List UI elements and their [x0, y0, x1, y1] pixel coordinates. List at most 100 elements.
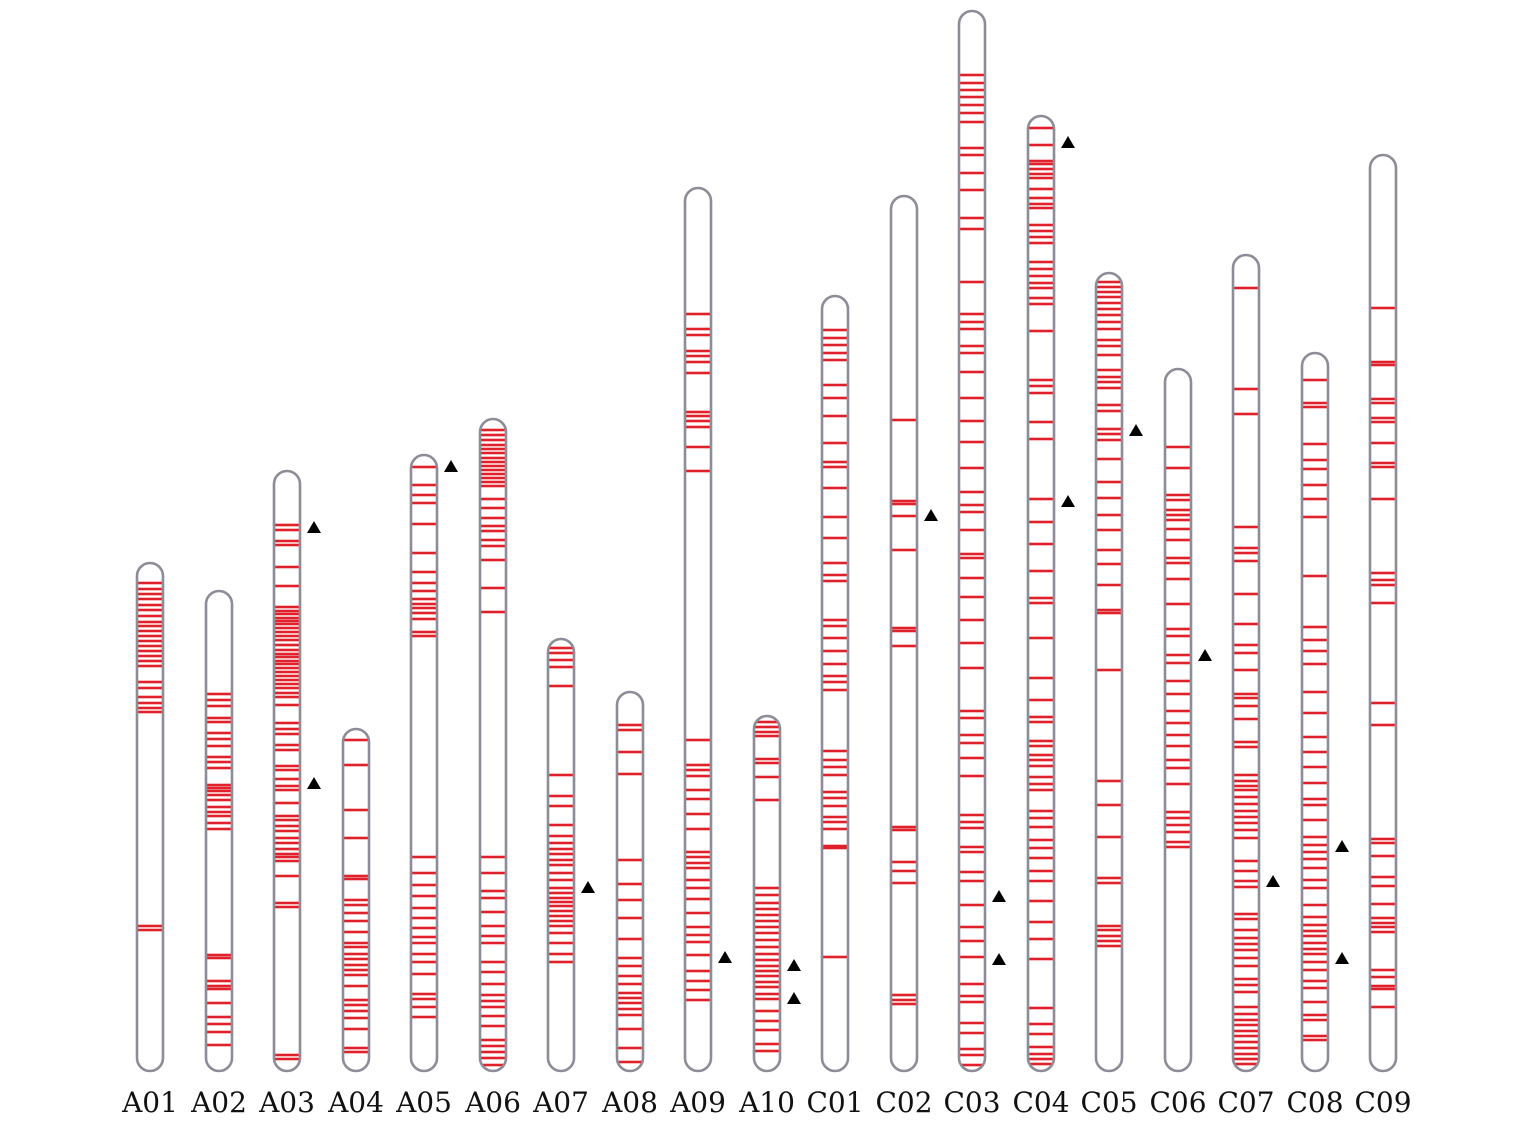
- band: [1028, 569, 1054, 573]
- band: [1096, 457, 1122, 461]
- band: [754, 907, 780, 911]
- band: [754, 720, 780, 724]
- band: [1302, 968, 1328, 972]
- chromosome-a03: A03: [258, 469, 321, 1119]
- band: [959, 503, 985, 507]
- band: [411, 483, 437, 487]
- band: [822, 649, 848, 653]
- band: [1165, 653, 1191, 657]
- band: [685, 763, 711, 767]
- band: [548, 834, 574, 838]
- band: [754, 997, 780, 1001]
- band: [411, 551, 437, 555]
- band: [274, 777, 300, 781]
- band: [1370, 497, 1396, 501]
- band: [891, 869, 917, 873]
- chromosome-label: A05: [395, 1086, 452, 1119]
- band: [1302, 866, 1328, 870]
- band: [754, 1028, 780, 1032]
- band: [1028, 196, 1054, 200]
- band: [1302, 903, 1328, 907]
- band: [1028, 1045, 1054, 1049]
- band: [274, 539, 300, 543]
- band: [274, 686, 300, 690]
- band: [1028, 260, 1054, 264]
- band: [274, 859, 300, 863]
- band: [548, 896, 574, 900]
- band: [548, 900, 574, 904]
- band: [548, 651, 574, 655]
- band: [548, 852, 574, 856]
- band: [959, 510, 985, 514]
- band: [1096, 496, 1122, 500]
- band: [1028, 159, 1054, 163]
- band: [959, 466, 985, 470]
- band: [1233, 784, 1259, 788]
- band: [1028, 739, 1054, 743]
- band: [891, 629, 917, 633]
- band-group: [754, 720, 780, 1053]
- band: [411, 522, 437, 526]
- band: [1370, 461, 1396, 465]
- band: [1028, 1057, 1054, 1061]
- band: [959, 552, 985, 556]
- band: [822, 336, 848, 340]
- band: [959, 344, 985, 348]
- band: [959, 850, 985, 854]
- band: [1370, 401, 1396, 405]
- band: [959, 820, 985, 824]
- chromosome-label: C01: [806, 1086, 863, 1119]
- band: [1233, 1029, 1259, 1033]
- band: [206, 760, 232, 764]
- band: [548, 684, 574, 688]
- band: [822, 536, 848, 540]
- band: [1302, 818, 1328, 822]
- band: [137, 701, 163, 705]
- band: [891, 548, 917, 552]
- chromosome-outline: [135, 561, 165, 1073]
- band: [617, 858, 643, 862]
- band: [1096, 876, 1122, 880]
- band: [754, 1009, 780, 1013]
- band: [343, 911, 369, 915]
- band: [1302, 442, 1328, 446]
- triangle-marker-icon: [1061, 495, 1075, 507]
- band: [891, 825, 917, 829]
- band: [1233, 821, 1259, 825]
- band: [411, 493, 437, 497]
- band: [822, 460, 848, 464]
- band: [1302, 467, 1328, 471]
- band-group: [548, 646, 574, 964]
- chromosome-c09: C09: [1354, 153, 1412, 1119]
- band: [617, 750, 643, 754]
- band: [1028, 520, 1054, 524]
- band: [343, 930, 369, 934]
- band: [1096, 608, 1122, 612]
- band: [1028, 437, 1054, 441]
- band: [206, 1001, 232, 1005]
- band: [754, 893, 780, 897]
- band: [137, 614, 163, 618]
- band: [206, 810, 232, 814]
- band: [754, 761, 780, 765]
- chromosome-a05: A05: [395, 453, 458, 1119]
- band: [548, 886, 574, 890]
- band: [274, 824, 300, 828]
- band: [206, 827, 232, 831]
- band: [274, 743, 300, 747]
- band: [343, 1050, 369, 1054]
- band: [959, 994, 985, 998]
- band: [959, 774, 985, 778]
- band: [343, 874, 369, 878]
- band: [480, 1044, 506, 1048]
- band-group: [685, 312, 711, 1002]
- band: [754, 964, 780, 968]
- band: [1165, 823, 1191, 827]
- band: [480, 960, 506, 964]
- band: [1028, 720, 1054, 724]
- band-group: [137, 581, 163, 932]
- band: [1233, 643, 1259, 647]
- band: [959, 709, 985, 713]
- band: [1370, 397, 1396, 401]
- chromosome-label: C06: [1149, 1086, 1206, 1119]
